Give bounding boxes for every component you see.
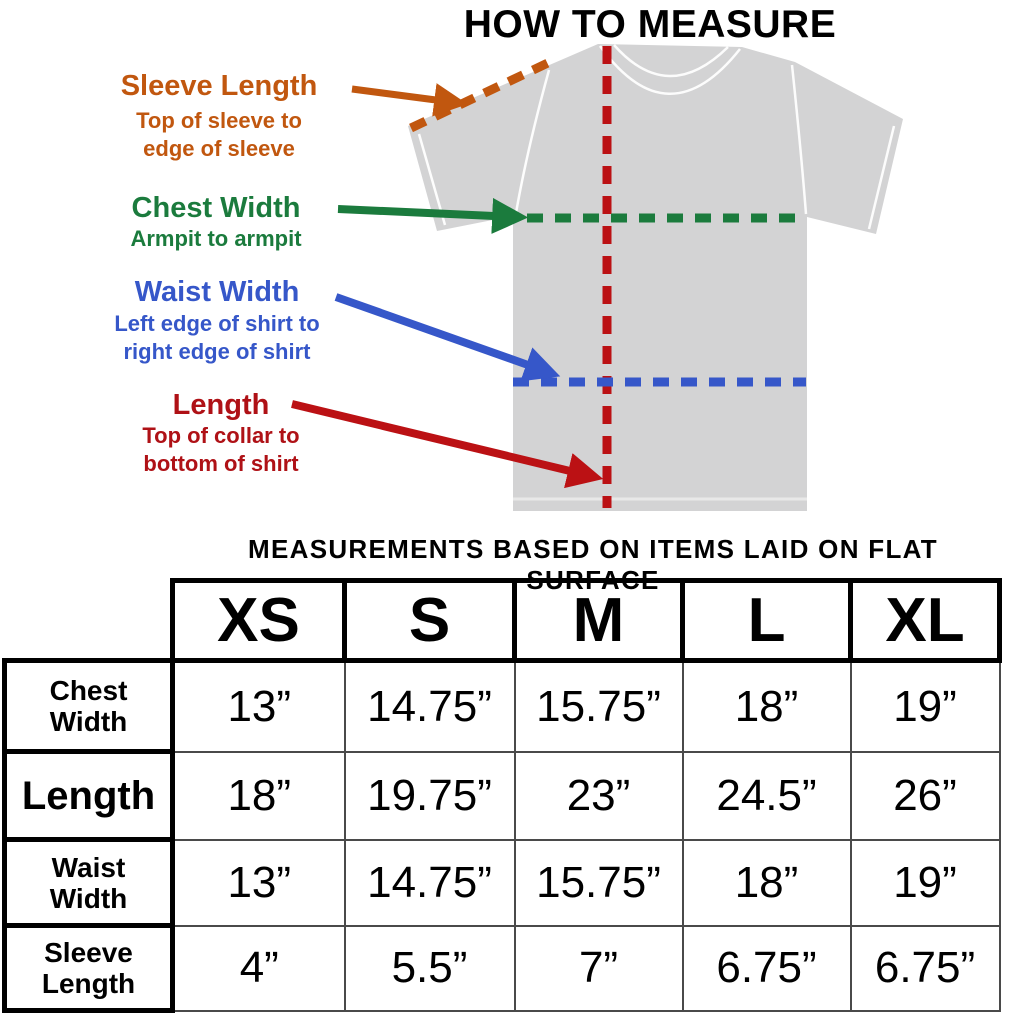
row-label-line: Sleeve xyxy=(44,937,133,968)
cell-sleeve-xl: 6.75” xyxy=(849,924,1001,1012)
size-header-xs: XS xyxy=(170,578,347,663)
sleeve-length-desc: Top of sleeve to edge of sleeve xyxy=(59,107,379,163)
row-label-waist-width: Waist Width xyxy=(2,837,175,928)
sleeve-length-desc-line1: Top of sleeve to xyxy=(136,108,302,133)
empty-corner-cell xyxy=(5,581,173,661)
length-label: Length xyxy=(172,389,270,421)
row-label-line: Length xyxy=(41,968,136,999)
cell-waist-m: 15.75” xyxy=(513,838,684,927)
row-label-length: Length xyxy=(2,749,175,842)
waist-width-desc-line2: right edge of shirt xyxy=(123,339,311,364)
cell-length-m: 23” xyxy=(513,750,684,841)
cell-chest-l: 18” xyxy=(681,659,852,753)
cell-waist-s: 14.75” xyxy=(343,838,516,927)
row-label-chest-width: Chest Width xyxy=(2,658,175,754)
cell-length-xs: 18” xyxy=(171,750,346,841)
cell-length-xl: 26” xyxy=(849,750,1001,841)
cell-sleeve-xs: 4” xyxy=(171,924,346,1012)
cell-chest-s: 14.75” xyxy=(343,659,516,753)
waist-width-label: Waist Width xyxy=(134,276,300,308)
tshirt-seam-lines xyxy=(417,44,896,501)
chest-width-desc: Armpit to armpit xyxy=(130,226,302,251)
size-header-s: S xyxy=(342,578,517,663)
length-desc: Top of collar to bottom of shirt xyxy=(61,422,381,478)
size-header-xl: XL xyxy=(848,578,1002,663)
sleeve-length-arrow xyxy=(351,83,468,117)
row-label-line: Width xyxy=(49,882,128,914)
page-title: HOW TO MEASURE xyxy=(463,3,837,46)
length-desc-line1: Top of collar to xyxy=(142,423,300,448)
table-row-waist-width: Waist Width 13” 14.75” 15.75” 18” 19” xyxy=(2,837,1001,928)
tshirt-measure-diagram xyxy=(291,44,903,511)
sleeve-length-desc-line2: edge of sleeve xyxy=(143,136,295,161)
cell-length-s: 19.75” xyxy=(343,750,516,841)
waist-width-desc-line1: Left edge of shirt to xyxy=(114,311,320,336)
cell-length-l: 24.5” xyxy=(681,750,852,841)
row-label-line: Width xyxy=(49,706,128,737)
cell-waist-xl: 19” xyxy=(849,838,1001,927)
tshirt-shape xyxy=(408,44,903,511)
waist-width-desc: Left edge of shirt to right edge of shir… xyxy=(57,310,377,366)
cell-sleeve-m: 7” xyxy=(513,924,684,1012)
size-header-m: M xyxy=(512,578,685,663)
cell-waist-xs: 13” xyxy=(171,838,346,927)
chest-width-arrow xyxy=(337,197,529,234)
length-desc-line2: bottom of shirt xyxy=(143,451,299,476)
cell-chest-xl: 19” xyxy=(849,659,1001,753)
row-label-sleeve-length: Sleeve Length xyxy=(2,923,175,1013)
row-label-line: Waist xyxy=(51,851,126,883)
table-row-length: Length 18” 19.75” 23” 24.5” 26” xyxy=(2,749,1001,842)
cell-waist-l: 18” xyxy=(681,838,852,927)
size-header-l: L xyxy=(680,578,853,663)
sleeve-length-label: Sleeve Length xyxy=(120,70,318,102)
row-label-line: Chest xyxy=(49,675,128,706)
cell-chest-xs: 13” xyxy=(171,659,346,753)
length-arrow xyxy=(291,400,604,489)
cell-sleeve-s: 5.5” xyxy=(343,924,516,1012)
cell-chest-m: 15.75” xyxy=(513,659,684,753)
size-chart-table: XS S M L XL Chest Width 13” 14.75” 15.75… xyxy=(2,578,1002,1013)
chest-width-label: Chest Width xyxy=(131,192,301,224)
waist-width-arrow xyxy=(334,293,561,382)
cell-sleeve-l: 6.75” xyxy=(681,924,852,1012)
size-header-row: XS S M L XL xyxy=(5,578,1002,663)
table-row-sleeve-length: Sleeve Length 4” 5.5” 7” 6.75” 6.75” xyxy=(2,923,1001,1013)
table-row-chest-width: Chest Width 13” 14.75” 15.75” 18” 19” xyxy=(2,658,1001,754)
